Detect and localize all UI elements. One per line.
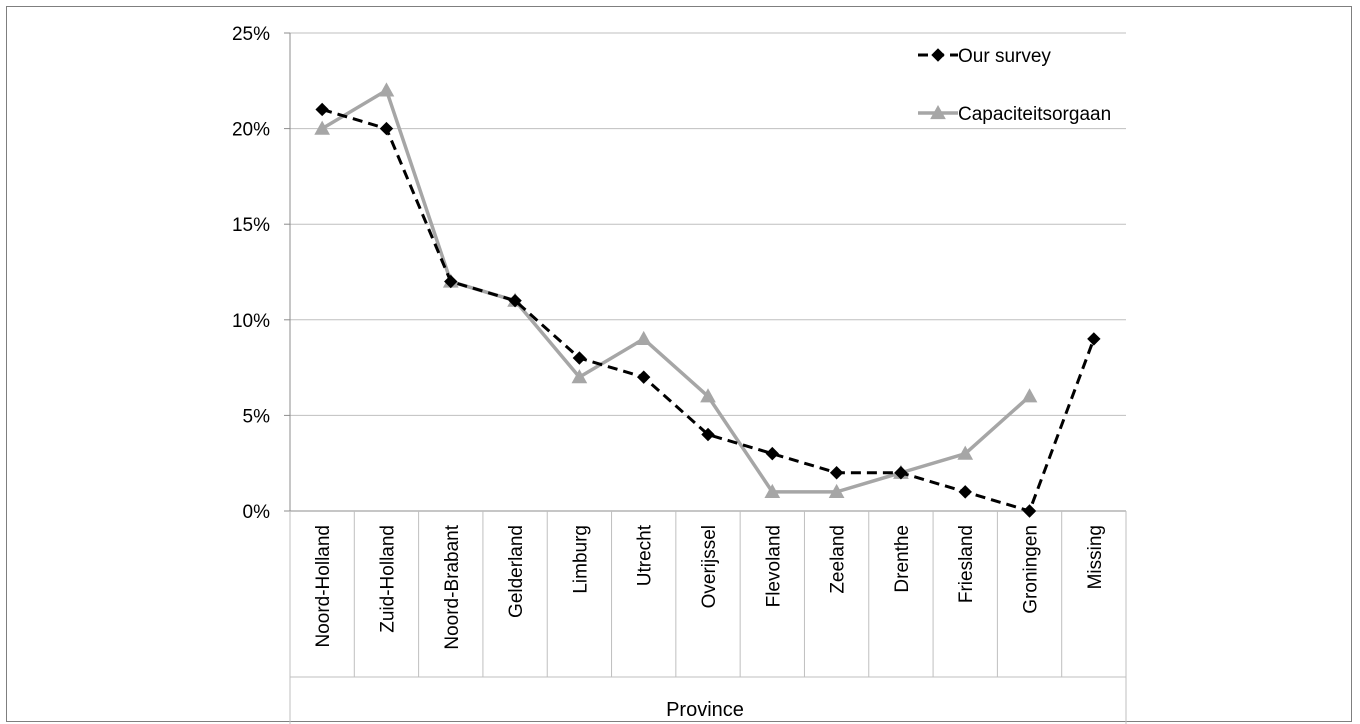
data-point — [378, 82, 395, 97]
data-point — [508, 293, 522, 308]
x-tick-label: Drenthe — [892, 525, 913, 593]
legend-label: Capaciteitsorgaan — [958, 104, 1111, 125]
series-line — [321, 88, 1031, 494]
x-tick-label: Gelderland — [506, 525, 527, 618]
y-tick-label: 25% — [232, 24, 270, 45]
data-point — [636, 370, 651, 384]
y-tick-label: 15% — [232, 215, 270, 236]
legend-label: Our survey — [958, 46, 1051, 67]
data-point — [828, 483, 845, 498]
data-point — [315, 102, 329, 117]
chart-frame — [6, 6, 1352, 722]
data-point — [700, 388, 716, 403]
data-point — [930, 104, 946, 120]
data-point — [635, 330, 652, 346]
x-tick-label: Limburg — [570, 525, 591, 594]
data-point — [379, 121, 394, 136]
series-lines — [314, 82, 1101, 518]
x-tick-label: Flevoland — [763, 525, 784, 607]
x-tick-label: Missing — [1085, 525, 1106, 589]
series-line — [321, 108, 1096, 513]
data-point — [764, 483, 781, 498]
x-tick-label: Overijssel — [699, 525, 720, 608]
x-axis-title: Province — [666, 699, 744, 721]
x-tick-label: Groningen — [1021, 525, 1042, 614]
y-tick-label: 20% — [232, 120, 270, 141]
data-point — [958, 485, 972, 499]
x-tick-label: Friesland — [956, 525, 977, 603]
x-tick-label: Zeeland — [828, 525, 849, 594]
x-tick-label: Noord-Holland — [313, 525, 334, 648]
data-point — [894, 466, 908, 480]
y-tick-label: 0% — [243, 502, 271, 523]
x-tick-label: Utrecht — [635, 524, 656, 586]
data-point — [314, 120, 331, 135]
data-point — [957, 445, 974, 460]
data-point — [572, 351, 587, 365]
x-tick-label: Noord-Brabant — [442, 524, 463, 649]
y-tick-label: 10% — [232, 311, 270, 332]
legend: Our survey Capaciteitsorgaan — [918, 46, 1111, 125]
data-point — [571, 369, 588, 384]
y-tick-label: 5% — [243, 406, 271, 427]
data-point — [701, 427, 715, 442]
data-point — [931, 48, 945, 62]
axes: 0% 5% 10% 15% 20% 25% Noord-Holland Zuid-Hollan… — [232, 24, 1127, 724]
data-point — [829, 466, 844, 480]
data-point — [1021, 388, 1038, 403]
data-point — [444, 274, 458, 289]
x-tick-label: Zuid-Holland — [377, 525, 398, 633]
data-point — [1087, 332, 1101, 346]
data-point — [765, 446, 780, 461]
data-point — [1022, 504, 1037, 518]
gridlines — [290, 32, 1126, 416]
